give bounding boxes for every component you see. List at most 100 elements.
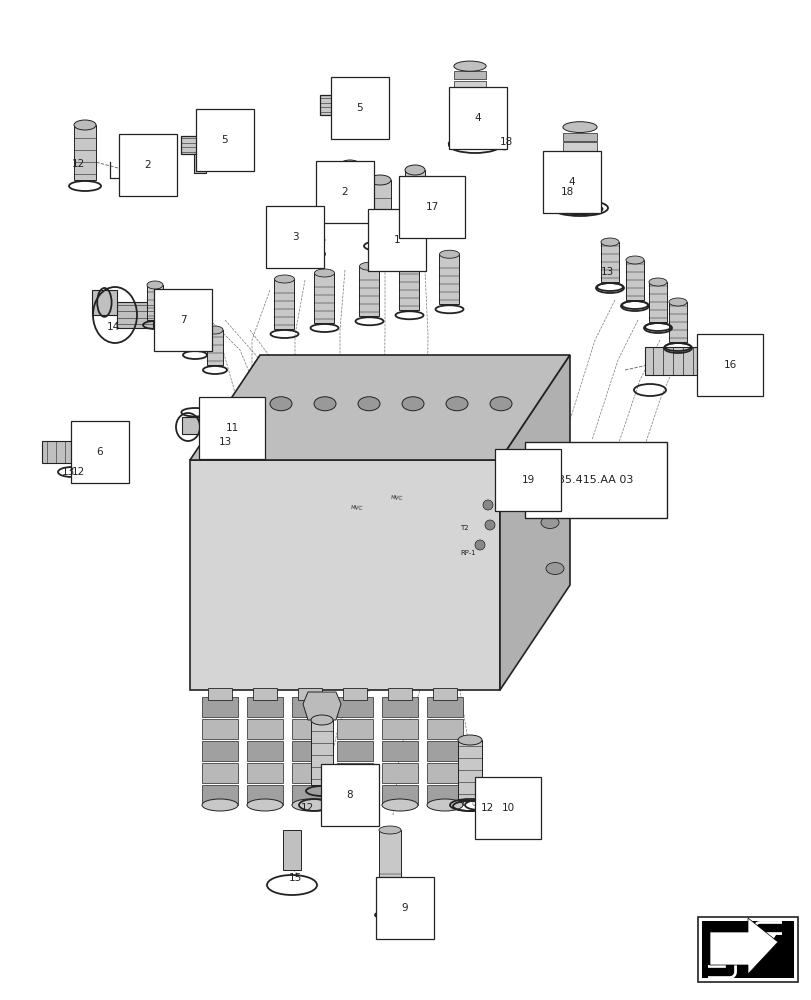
Ellipse shape — [292, 799, 328, 811]
Text: 6: 6 — [97, 447, 103, 457]
Ellipse shape — [314, 397, 336, 411]
Bar — [253, 688, 277, 700]
Bar — [247, 719, 283, 739]
Ellipse shape — [379, 826, 401, 834]
Text: 4: 4 — [474, 113, 481, 123]
Polygon shape — [219, 139, 234, 151]
Polygon shape — [190, 460, 500, 690]
Ellipse shape — [453, 61, 486, 71]
Ellipse shape — [368, 175, 391, 185]
Ellipse shape — [600, 238, 618, 246]
Polygon shape — [181, 136, 219, 154]
Bar — [187, 315, 203, 350]
Ellipse shape — [270, 397, 292, 411]
Bar — [292, 763, 328, 783]
Text: RP-1: RP-1 — [460, 550, 475, 556]
Bar — [625, 260, 643, 300]
Ellipse shape — [489, 397, 512, 411]
Bar — [292, 719, 328, 739]
Bar — [439, 254, 459, 304]
Bar — [283, 830, 301, 870]
Text: 2: 2 — [144, 160, 151, 170]
Bar — [453, 90, 486, 98]
Ellipse shape — [625, 256, 643, 264]
Bar — [340, 165, 359, 210]
Bar — [202, 697, 238, 717]
Circle shape — [483, 500, 492, 510]
Bar — [337, 697, 372, 717]
Bar — [202, 785, 238, 805]
Bar — [453, 118, 486, 126]
Bar — [562, 162, 596, 170]
Bar — [559, 199, 600, 207]
Text: 9: 9 — [401, 903, 408, 913]
Bar — [92, 290, 117, 315]
Ellipse shape — [648, 278, 666, 286]
Ellipse shape — [337, 799, 372, 811]
Bar — [247, 785, 283, 805]
Text: 7: 7 — [179, 315, 186, 325]
Bar — [147, 285, 163, 320]
Ellipse shape — [167, 296, 182, 304]
Bar — [337, 763, 372, 783]
Text: 4: 4 — [568, 177, 575, 187]
Text: 3: 3 — [291, 232, 298, 242]
Ellipse shape — [445, 397, 467, 411]
Ellipse shape — [668, 298, 686, 306]
Bar — [117, 302, 152, 328]
Bar — [247, 763, 283, 783]
Bar — [644, 347, 724, 375]
Ellipse shape — [274, 275, 294, 283]
Ellipse shape — [405, 165, 424, 175]
Polygon shape — [500, 355, 569, 690]
Bar — [405, 170, 424, 225]
Bar — [562, 142, 596, 151]
Ellipse shape — [399, 256, 419, 264]
Text: 10: 10 — [501, 803, 514, 813]
Bar — [247, 697, 283, 717]
Polygon shape — [285, 229, 324, 251]
Bar — [562, 192, 596, 200]
Bar — [702, 921, 793, 978]
Bar — [453, 99, 486, 107]
Ellipse shape — [535, 471, 553, 483]
Bar — [453, 81, 486, 88]
Bar — [399, 260, 419, 310]
Text: 1: 1 — [393, 235, 400, 245]
Ellipse shape — [358, 397, 380, 411]
Ellipse shape — [314, 269, 334, 277]
Ellipse shape — [457, 735, 482, 745]
Polygon shape — [709, 918, 777, 974]
Bar — [427, 719, 462, 739]
Ellipse shape — [381, 799, 418, 811]
Bar — [600, 242, 618, 282]
Text: 19: 19 — [521, 475, 534, 485]
Bar — [697, 917, 797, 982]
Bar — [427, 697, 462, 717]
Bar — [247, 741, 283, 761]
Bar — [668, 302, 686, 342]
Bar — [432, 688, 457, 700]
Text: 35.415.AA 03: 35.415.AA 03 — [557, 475, 633, 485]
Text: 12: 12 — [480, 803, 493, 813]
Bar — [562, 172, 596, 180]
Bar — [337, 785, 372, 805]
Ellipse shape — [439, 250, 459, 258]
Bar — [562, 152, 596, 160]
Bar — [298, 688, 322, 700]
Text: 15: 15 — [288, 873, 301, 883]
Polygon shape — [190, 355, 569, 460]
Bar — [42, 441, 107, 463]
Bar — [207, 330, 223, 365]
Bar — [381, 719, 418, 739]
Ellipse shape — [427, 799, 462, 811]
Bar — [292, 697, 328, 717]
Ellipse shape — [207, 326, 223, 334]
Text: 16: 16 — [723, 360, 736, 370]
Ellipse shape — [74, 120, 96, 130]
Bar — [182, 416, 208, 434]
Ellipse shape — [340, 160, 359, 170]
Bar — [457, 740, 482, 800]
Bar — [381, 785, 418, 805]
Text: 5: 5 — [221, 135, 228, 145]
